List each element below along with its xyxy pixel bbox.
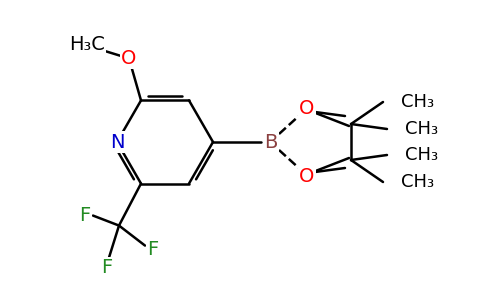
Text: O: O bbox=[121, 49, 136, 68]
Text: CH₃: CH₃ bbox=[401, 93, 434, 111]
Text: F: F bbox=[79, 206, 91, 225]
Text: O: O bbox=[299, 98, 315, 118]
Text: H₃C: H₃C bbox=[69, 35, 105, 54]
Text: CH₃: CH₃ bbox=[405, 120, 438, 138]
Text: CH₃: CH₃ bbox=[405, 146, 438, 164]
Text: CH₃: CH₃ bbox=[401, 173, 434, 191]
Text: N: N bbox=[110, 133, 124, 152]
Text: F: F bbox=[101, 258, 113, 277]
Text: O: O bbox=[299, 167, 315, 185]
Text: B: B bbox=[264, 133, 278, 152]
Text: F: F bbox=[147, 240, 159, 259]
